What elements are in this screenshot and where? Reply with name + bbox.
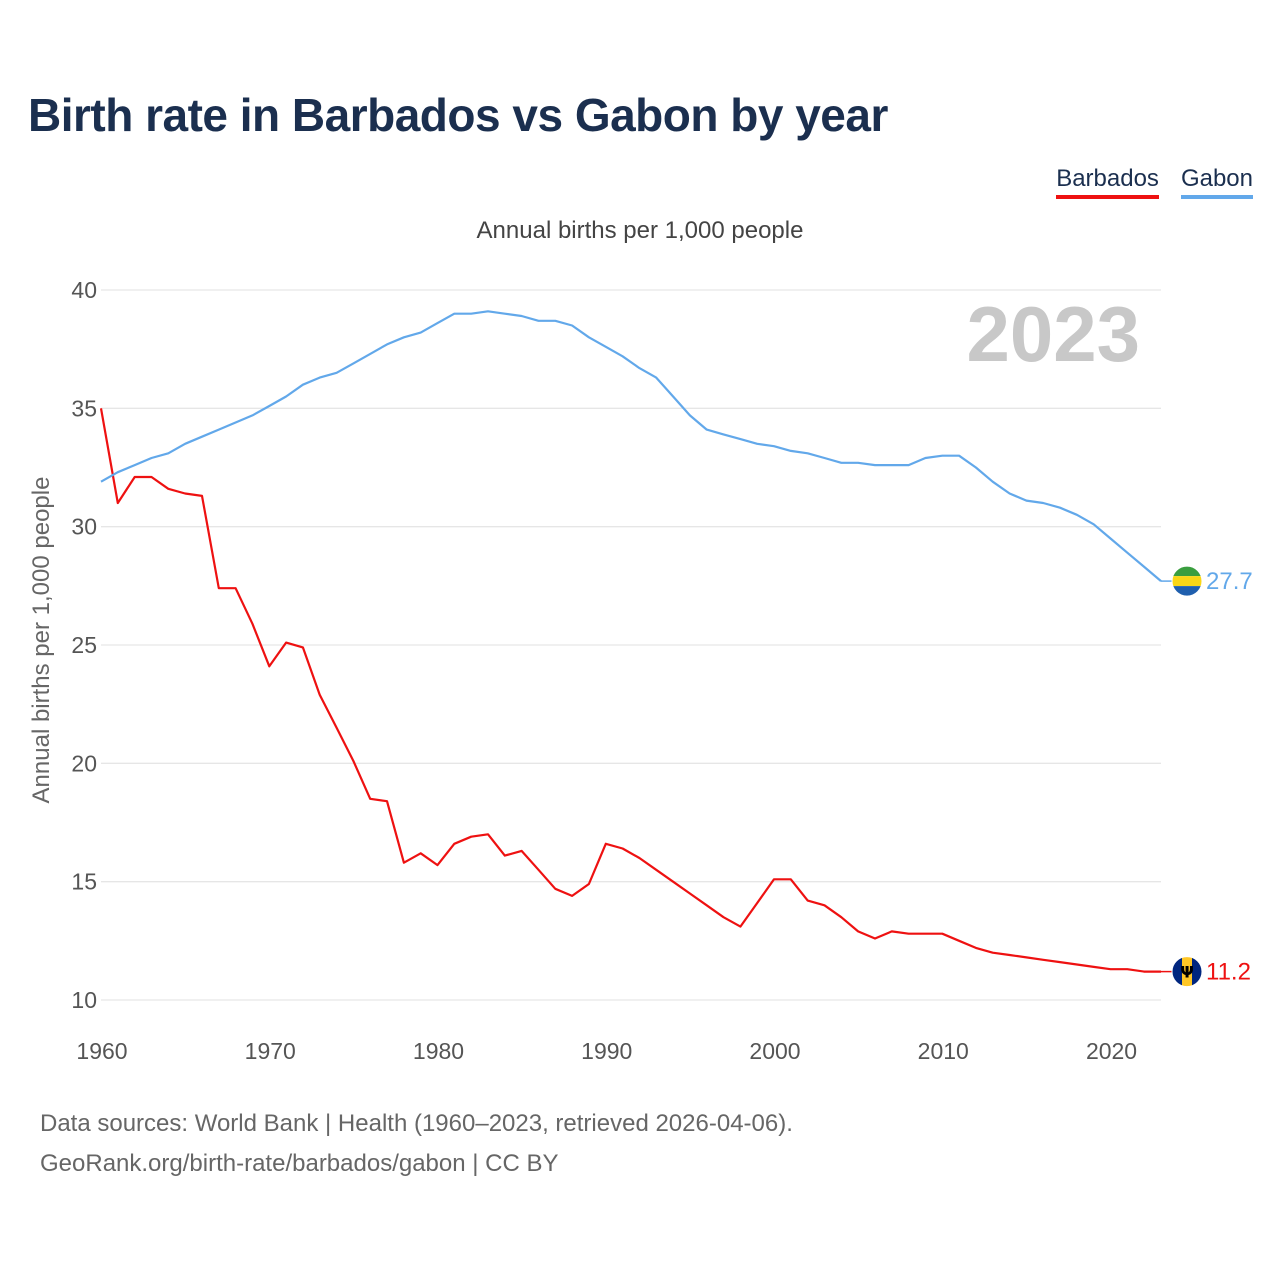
series-line-barbados [99, 408, 1161, 973]
legend-item-gabon[interactable]: Gabon [1180, 165, 1253, 199]
y-tick-label-30: 30 [71, 514, 97, 540]
end-value-label-gabon: 27.7 [1206, 568, 1253, 595]
end-value-label-barbados: 11.2 [1206, 959, 1251, 986]
x-tick-label-1970: 1970 [245, 1038, 296, 1064]
series-line-gabon [100, 310, 1162, 582]
chart-subtitle: Annual births per 1,000 people [476, 217, 804, 244]
y-tick-label-10: 10 [71, 987, 97, 1013]
flag-gabon-icon [1171, 565, 1203, 597]
x-tick-label-1990: 1990 [581, 1038, 632, 1064]
y-tick-label-35: 35 [71, 395, 97, 421]
footer: Data sources: World Bank | Health (1960–… [40, 1104, 793, 1184]
y-tick-label-20: 20 [71, 750, 97, 776]
x-tick-label-1960: 1960 [76, 1038, 127, 1064]
flag-barbados-icon: Ψ [1171, 956, 1203, 988]
x-tick-label-2000: 2000 [749, 1038, 800, 1064]
attribution-text: GeoRank.org/birth-rate/barbados/gabon | … [40, 1150, 559, 1177]
svg-text:Ψ: Ψ [1180, 963, 1194, 982]
chart-title: Birth rate in Barbados vs Gabon by year [28, 89, 888, 141]
y-tick-label-40: 40 [71, 277, 97, 303]
y-tick-label-15: 15 [71, 869, 97, 895]
current-year-label: 2023 [966, 290, 1140, 378]
x-tick-label-2010: 2010 [918, 1038, 969, 1064]
x-tick-label-2020: 2020 [1086, 1038, 1137, 1064]
x-tick-label-1980: 1980 [413, 1038, 464, 1064]
legend-item-barbados[interactable]: Barbados [1056, 165, 1159, 199]
legend: Barbados Gabon [1056, 165, 1253, 199]
data-source-text: Data sources: World Bank | Health (1960–… [40, 1110, 793, 1137]
y-tick-label-25: 25 [71, 632, 97, 658]
